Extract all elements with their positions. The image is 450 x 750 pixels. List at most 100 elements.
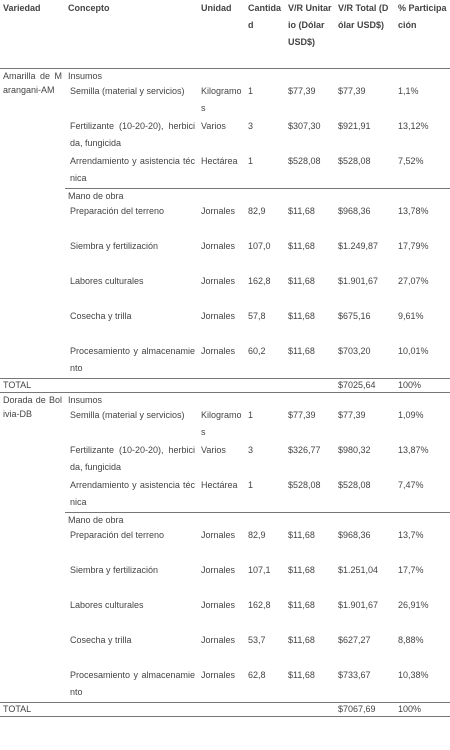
unit: Jornales <box>201 670 236 680</box>
item-row: Labores culturales Jornales 162,8 $11,68 $1.… <box>0 273 450 308</box>
empty-cell <box>198 702 245 717</box>
concept: Semilla (material y servicios) <box>70 86 185 96</box>
group-label: Insumos <box>65 68 450 83</box>
total-price: $1.249,87 <box>338 241 379 251</box>
total-price: $733,67 <box>338 670 371 680</box>
unit: Varios <box>201 121 226 131</box>
total-label: TOTAL <box>0 702 65 717</box>
column-header: Unidad <box>198 0 245 69</box>
participation: 26,91% <box>398 600 429 610</box>
concept: Procesamiento y almacenamiento <box>70 670 195 697</box>
quantity: 1 <box>248 156 254 166</box>
participation: 17,7% <box>398 565 424 575</box>
empty-cell <box>285 702 335 717</box>
total-price: $1.901,67 <box>338 600 379 610</box>
total-price: $675,16 <box>338 311 371 321</box>
concept: Cosecha y trilla <box>70 635 132 645</box>
item-row: Labores culturales Jornales 162,8 $11,68 $1.… <box>0 597 450 632</box>
unit: Hectárea <box>201 156 238 166</box>
variety: Amarilla de Marangani-AM <box>0 68 65 379</box>
item-row: Cosecha y trilla Jornales 57,8 $11,68 $675,1… <box>0 308 450 343</box>
concept: Preparación del terreno <box>70 530 165 540</box>
total-price: $627,27 <box>338 635 371 645</box>
variety: Dorada de Bolivia-DB <box>0 392 65 703</box>
item-row: Fertilizante (10-20-20), herbicida, fung… <box>0 442 450 477</box>
group-row: Mano de obra <box>0 188 450 203</box>
empty-cell <box>65 702 198 717</box>
unit: Jornales <box>201 206 236 216</box>
group-row: Mano de obra <box>0 512 450 527</box>
total-row: TOTAL $7067,69 100% <box>0 702 450 717</box>
unit: Kilogramos <box>201 86 242 113</box>
concept: Semilla (material y servicios) <box>70 410 185 420</box>
total-value: $7067,69 <box>335 702 395 717</box>
column-header: V/R Unitario (Dólar USD$) <box>285 0 335 69</box>
item-row: Siembra y fertilización Jornales 107,0 $11,… <box>0 238 450 273</box>
unit: Jornales <box>201 565 236 575</box>
quantity: 3 <box>248 445 254 455</box>
quantity: 107,0 <box>248 241 271 251</box>
unit: Hectárea <box>201 480 238 490</box>
column-header: V/R Total (Dólar USD$) <box>335 0 395 69</box>
participation: 7,47% <box>398 480 424 490</box>
unit-price: $528,08 <box>288 480 321 490</box>
unit: Jornales <box>201 346 236 356</box>
participation: 13,7% <box>398 530 424 540</box>
quantity: 3 <box>248 121 254 131</box>
item-row: Siembra y fertilización Jornales 107,1 $11,… <box>0 562 450 597</box>
concept: Siembra y fertilización <box>70 565 159 575</box>
unit-price: $11,68 <box>288 311 315 321</box>
unit-price: $11,68 <box>288 635 315 645</box>
total-price: $528,08 <box>338 156 371 166</box>
quantity: 162,8 <box>248 600 271 610</box>
item-row: Arrendamiento y asistencia técnica Hectár… <box>0 153 450 189</box>
quantity: 82,9 <box>248 530 266 540</box>
item-row: Arrendamiento y asistencia técnica Hectár… <box>0 477 450 513</box>
unit-price: $11,68 <box>288 346 315 356</box>
unit-price: $11,68 <box>288 276 315 286</box>
item-row: Fertilizante (10-20-20), herbicida, fung… <box>0 118 450 153</box>
total-row: TOTAL $7025,64 100% <box>0 378 450 393</box>
quantity: 1 <box>248 480 254 490</box>
group-row: Dorada de Bolivia-DB Insumos <box>0 392 450 703</box>
item-row: Semilla (material y servicios) Kilogramos… <box>0 83 450 118</box>
participation: 10,01% <box>398 346 429 356</box>
total-value: $7025,64 <box>335 378 395 393</box>
participation: 7,52% <box>398 156 424 166</box>
total-price: $1.251,04 <box>338 565 379 575</box>
total-percent: 100% <box>395 702 450 717</box>
concept: Arrendamiento y asistencia técnica <box>70 480 195 507</box>
item-row: Preparación del terreno Jornales 82,9 $11,6… <box>0 203 450 238</box>
cost-table: Variedad Concepto Unidad Cantidad V/R Unitar… <box>0 0 450 717</box>
total-price: $921,91 <box>338 121 371 131</box>
header-row: Variedad Concepto Unidad Cantidad V/R Unitar… <box>0 0 450 69</box>
concept: Arrendamiento y asistencia técnica <box>70 156 195 183</box>
total-price: $77,39 <box>338 410 366 420</box>
column-header: Cantidad <box>245 0 285 69</box>
participation: 8,88% <box>398 635 424 645</box>
empty-cell <box>245 378 285 393</box>
item-row: Semilla (material y servicios) Kilogramos… <box>0 407 450 442</box>
total-percent: 100% <box>395 378 450 393</box>
empty-cell <box>198 378 245 393</box>
quantity: 162,8 <box>248 276 271 286</box>
concept: Preparación del terreno <box>70 206 165 216</box>
item-row: Cosecha y trilla Jornales 53,7 $11,68 $627,2… <box>0 632 450 667</box>
quantity: 1 <box>248 410 254 420</box>
group-row: Amarilla de Marangani-AM Insumos <box>0 68 450 379</box>
quantity: 62,8 <box>248 670 266 680</box>
unit-price: $326,77 <box>288 445 321 455</box>
column-header: Variedad <box>0 0 65 69</box>
column-header: % Participación <box>395 0 450 69</box>
participation: 9,61% <box>398 311 424 321</box>
participation: 10,38% <box>398 670 429 680</box>
quantity: 82,9 <box>248 206 266 216</box>
concept: Fertilizante (10-20-20), herbicida, fung… <box>70 121 195 148</box>
unit: Jornales <box>201 600 236 610</box>
group-label: Insumos <box>65 392 450 407</box>
unit-price: $11,68 <box>288 600 315 610</box>
total-price: $77,39 <box>338 86 366 96</box>
unit-price: $77,39 <box>288 410 316 420</box>
participation: 17,79% <box>398 241 429 251</box>
